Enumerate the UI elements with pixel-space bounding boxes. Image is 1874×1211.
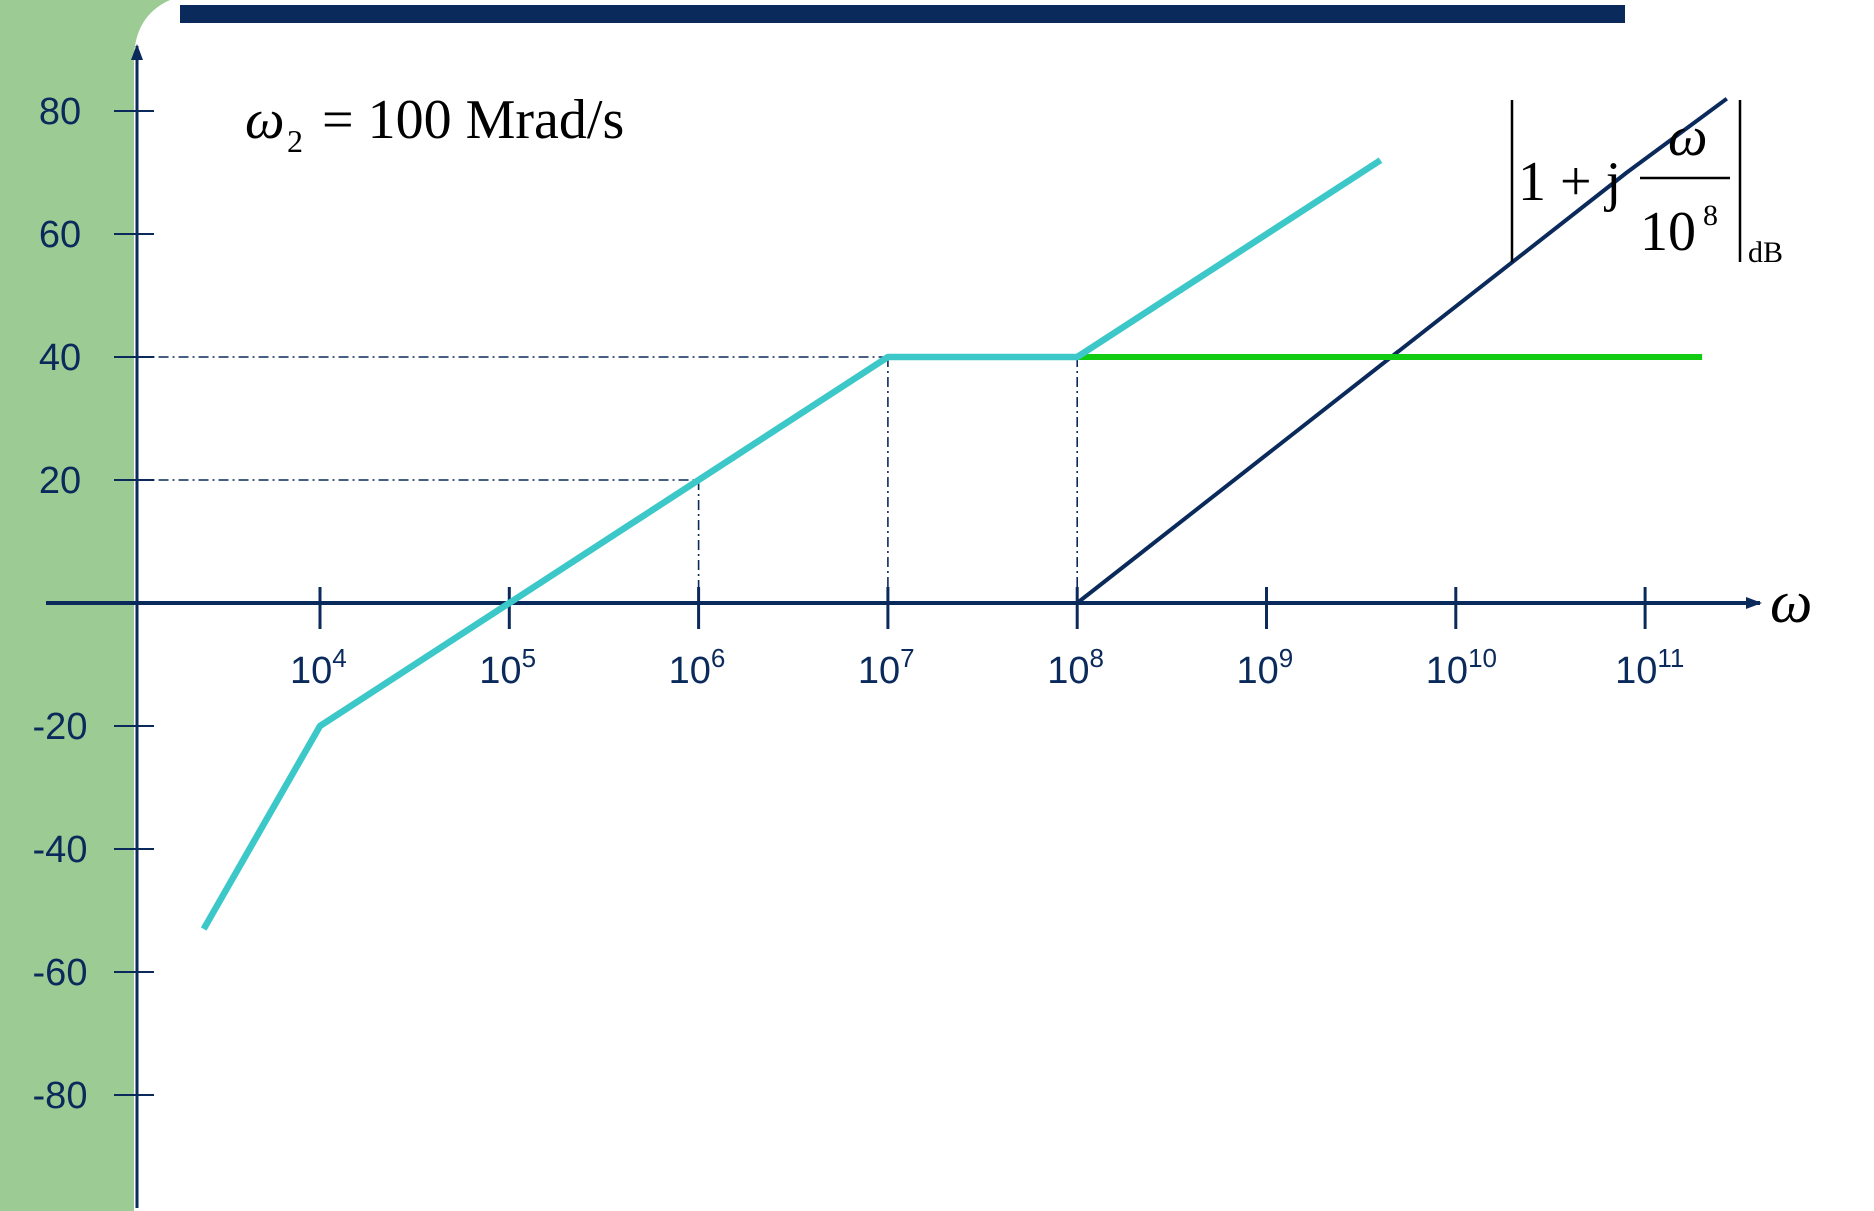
omega2-annotation: ω 2 = 100 Mrad/s xyxy=(245,89,624,159)
formula-prefix: 1 + j xyxy=(1518,151,1621,213)
x-tick-label: 108 xyxy=(1047,643,1104,692)
x-tick-label: 107 xyxy=(858,643,915,692)
x-axis-symbol: ω xyxy=(1770,569,1812,635)
y-tick-label: -80 xyxy=(33,1075,88,1117)
left-green-band xyxy=(0,0,170,1211)
x-tick-label: 105 xyxy=(479,643,536,692)
omega2-value: = 100 Mrad/s xyxy=(322,89,624,151)
y-tick-label: 20 xyxy=(39,460,81,502)
y-tick-label: -20 xyxy=(33,706,88,748)
omega2-symbol: ω xyxy=(245,89,285,151)
x-tick-label: 106 xyxy=(669,643,726,692)
y-tick-label: 80 xyxy=(39,91,81,133)
y-tick-label: -60 xyxy=(33,952,88,994)
guide-lines xyxy=(139,357,1078,603)
omega2-subscript: 2 xyxy=(287,123,303,159)
formula-numerator: ω xyxy=(1668,106,1708,168)
top-title-bar xyxy=(180,5,1625,23)
x-tick-label: 109 xyxy=(1237,643,1294,692)
axes xyxy=(46,46,1760,1208)
pole-factor-formula: 1 + j ω 10 8 dB xyxy=(1512,100,1783,269)
x-tick-label: 1011 xyxy=(1615,643,1684,692)
y-tick-label: -40 xyxy=(33,829,88,871)
x-tick-label: 1010 xyxy=(1426,643,1497,692)
y-tick-label: 40 xyxy=(39,337,81,379)
series-line-pole xyxy=(1077,99,1727,603)
series-line-total xyxy=(204,160,1381,929)
formula-denominator: 10 xyxy=(1640,201,1696,263)
formula-denominator-exponent: 8 xyxy=(1703,199,1718,232)
x-tick-label: 104 xyxy=(290,643,347,692)
series-group xyxy=(204,99,1727,929)
y-tick-label: 60 xyxy=(39,214,81,256)
formula-unit: dB xyxy=(1748,236,1783,269)
